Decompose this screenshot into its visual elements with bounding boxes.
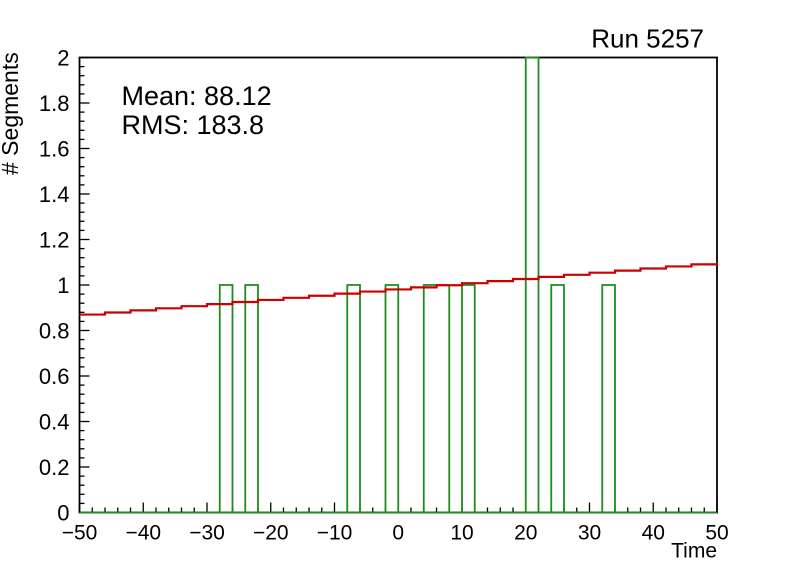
svg-text:−30: −30 [189, 522, 225, 545]
svg-text:1: 1 [57, 273, 69, 298]
svg-text:RMS: 183.8: RMS: 183.8 [122, 110, 265, 140]
svg-text:0.4: 0.4 [39, 410, 70, 435]
svg-text:0: 0 [57, 501, 69, 526]
svg-text:Run 5257: Run 5257 [591, 24, 704, 54]
svg-text:0: 0 [392, 522, 404, 545]
svg-text:0.8: 0.8 [39, 319, 70, 344]
svg-text:0.6: 0.6 [39, 364, 70, 389]
svg-text:30: 30 [578, 522, 601, 545]
svg-text:1.6: 1.6 [39, 137, 70, 162]
svg-text:# Segments: # Segments [0, 52, 23, 175]
svg-text:−20: −20 [253, 522, 289, 545]
svg-text:Time: Time [671, 540, 717, 563]
svg-text:20: 20 [514, 522, 537, 545]
svg-text:Mean: 88.12: Mean: 88.12 [122, 81, 272, 111]
svg-text:2: 2 [57, 46, 69, 71]
svg-text:1.8: 1.8 [39, 91, 70, 116]
svg-text:40: 40 [642, 522, 665, 545]
svg-text:0.2: 0.2 [39, 455, 70, 480]
svg-text:10: 10 [450, 522, 473, 545]
svg-text:−10: −10 [317, 522, 353, 545]
svg-text:−40: −40 [125, 522, 161, 545]
svg-text:1.2: 1.2 [39, 228, 70, 253]
svg-text:1.4: 1.4 [39, 182, 70, 207]
